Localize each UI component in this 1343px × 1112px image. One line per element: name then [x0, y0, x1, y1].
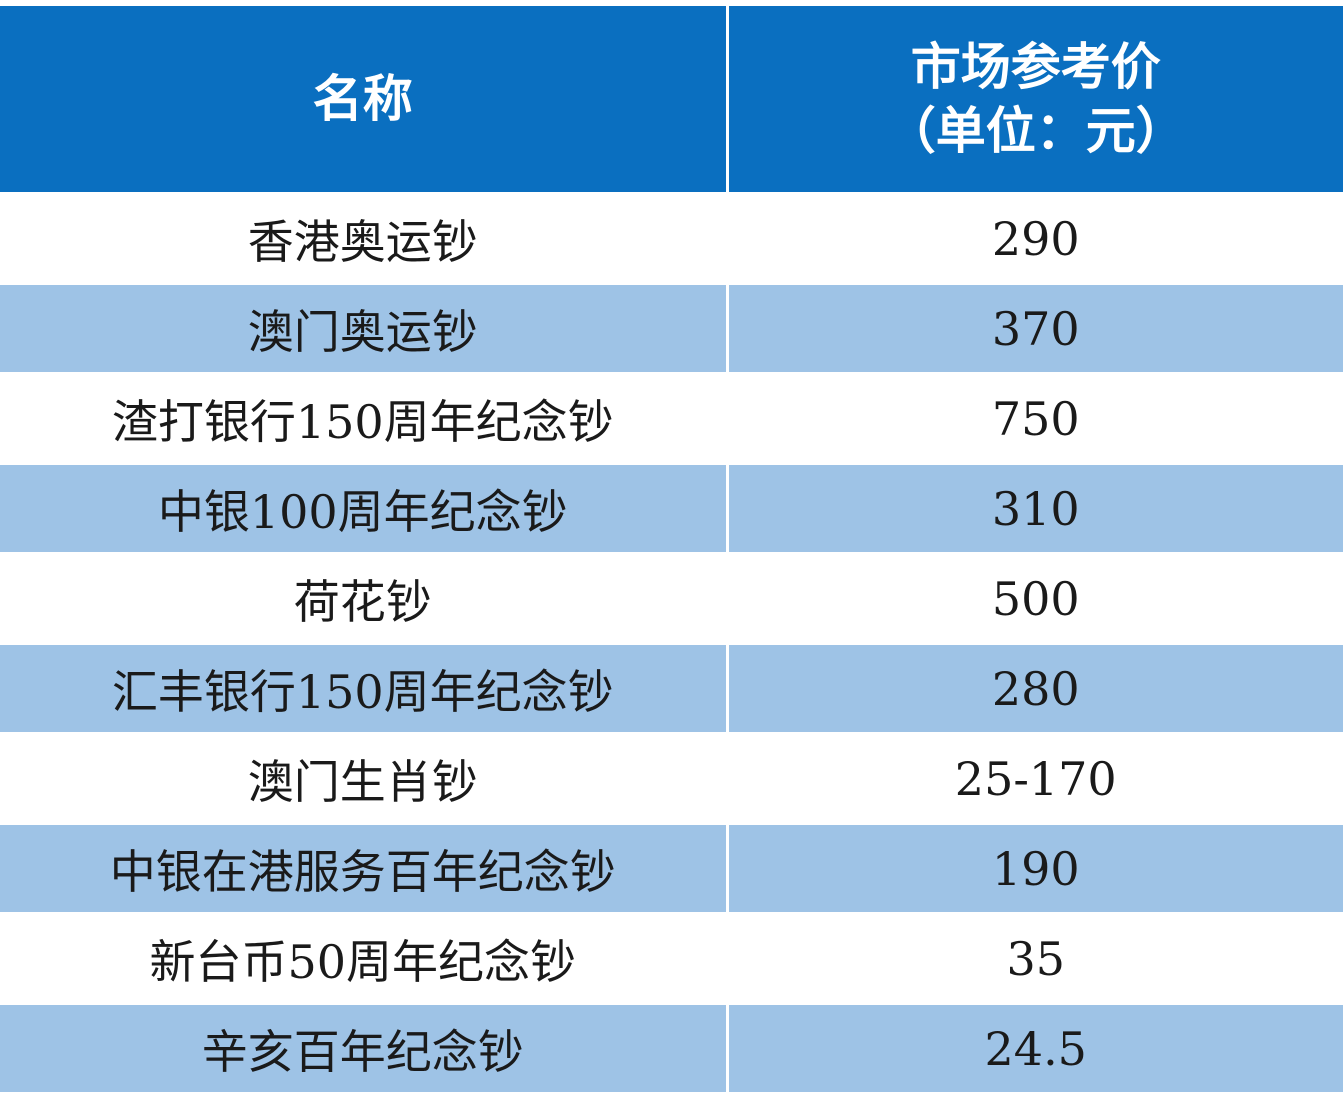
- table-row: 中银100周年纪念钞 310: [0, 462, 1343, 554]
- row-price-cell: 370: [727, 282, 1343, 374]
- table-row: 渣打银行150周年纪念钞 750: [0, 372, 1343, 464]
- row-price-cell: 290: [727, 192, 1343, 284]
- column-header-name: 名称: [0, 6, 729, 194]
- row-price-cell: 35: [727, 912, 1343, 1004]
- row-name-cell: 澳门奥运钞: [0, 282, 729, 374]
- column-header-price-title: 市场参考价: [910, 38, 1161, 96]
- row-name-cell: 中银100周年纪念钞: [0, 462, 729, 554]
- row-price-cell: 190: [727, 822, 1343, 914]
- row-name-cell: 汇丰银行150周年纪念钞: [0, 642, 729, 734]
- table-row: 澳门生肖钞 25-170: [0, 732, 1343, 824]
- table-row: 辛亥百年纪念钞 24.5: [0, 1002, 1343, 1092]
- row-price-cell: 310: [727, 462, 1343, 554]
- row-price-cell: 24.5: [727, 1002, 1343, 1092]
- row-name-cell: 新台币50周年纪念钞: [0, 912, 729, 1004]
- table-row: 澳门奥运钞 370: [0, 282, 1343, 374]
- row-price-cell: 280: [727, 642, 1343, 734]
- row-name-cell: 荷花钞: [0, 552, 729, 644]
- column-header-price: 市场参考价 （单位：元）: [727, 6, 1343, 194]
- table-row: 香港奥运钞 290: [0, 192, 1343, 284]
- price-table: 名称 市场参考价 （单位：元） 香港奥运钞 290 澳门奥运钞 370 渣打银行…: [0, 6, 1343, 1092]
- column-header-price-unit: （单位：元）: [885, 102, 1186, 160]
- table-row: 荷花钞 500: [0, 552, 1343, 644]
- row-name-cell: 中银在港服务百年纪念钞: [0, 822, 729, 914]
- row-name-cell: 澳门生肖钞: [0, 732, 729, 824]
- row-price-cell: 25-170: [727, 732, 1343, 824]
- table-header-row: 名称 市场参考价 （单位：元）: [0, 6, 1343, 194]
- row-price-cell: 500: [727, 552, 1343, 644]
- table-row: 新台币50周年纪念钞 35: [0, 912, 1343, 1004]
- row-price-cell: 750: [727, 372, 1343, 464]
- row-name-cell: 香港奥运钞: [0, 192, 729, 284]
- table-row: 中银在港服务百年纪念钞 190: [0, 822, 1343, 914]
- table-row: 汇丰银行150周年纪念钞 280: [0, 642, 1343, 734]
- row-name-cell: 渣打银行150周年纪念钞: [0, 372, 729, 464]
- row-name-cell: 辛亥百年纪念钞: [0, 1002, 729, 1092]
